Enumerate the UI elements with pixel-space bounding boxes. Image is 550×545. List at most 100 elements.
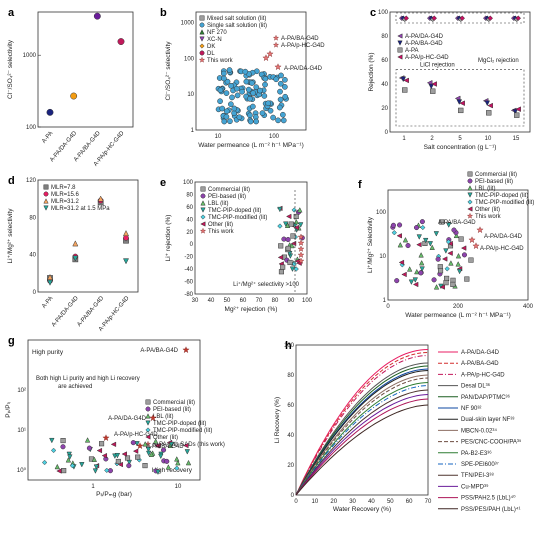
- legend-marker: [199, 36, 205, 42]
- y-tick-label: 0: [33, 290, 37, 296]
- legend-marker: [272, 34, 280, 41]
- data-point: [184, 449, 190, 455]
- legend-entry: A-PA/DA-G4D: [461, 350, 500, 356]
- legend-marker: [467, 206, 473, 212]
- x-tick-label: 100: [269, 134, 280, 140]
- legend-marker: [467, 185, 473, 191]
- x-tick-label: 400: [523, 304, 534, 310]
- y-axis-label: Li⁺ rejection (%): [165, 215, 172, 262]
- x-tick-label: 0: [294, 499, 298, 505]
- data-point: [427, 241, 434, 247]
- series-line: [295, 352, 429, 496]
- series-line: [295, 398, 429, 496]
- data-point: [92, 468, 99, 474]
- legend-entry: SPE-PEI600³⁷: [461, 461, 499, 468]
- x-tick-label: 40: [368, 499, 375, 505]
- data-point: [447, 250, 453, 256]
- x-axis-label: Salt concentration (g L⁻¹): [424, 144, 497, 151]
- legend-entry: TMC-PIP-doped (lit): [153, 421, 206, 427]
- series-line: [295, 370, 429, 496]
- legend-entry: XC-N: [207, 37, 222, 43]
- legend-entry: Dual-skin layer NF³³: [461, 417, 514, 423]
- data-point: [277, 96, 284, 103]
- x-tick-label: 5: [458, 136, 462, 142]
- data-point: [515, 15, 522, 21]
- legend-marker: [199, 43, 205, 49]
- data-point: [280, 264, 286, 270]
- data-point: [223, 108, 230, 115]
- legend-entry: MLR=7.8: [51, 185, 76, 191]
- data-point: [142, 441, 148, 447]
- legend-entry: A-PA with SADs (this work): [153, 442, 225, 448]
- data-point: [104, 467, 110, 474]
- legend-marker: [200, 221, 206, 227]
- data-point: [431, 277, 437, 283]
- data-point: [79, 462, 85, 468]
- data-point: [285, 236, 291, 243]
- series-line: [295, 349, 429, 496]
- data-point: [50, 447, 57, 454]
- plot-frame: [27, 339, 201, 481]
- data-point: [428, 83, 435, 90]
- legend-marker: [43, 184, 49, 190]
- data-point: [512, 108, 519, 115]
- data-point: [228, 101, 234, 108]
- series-line: [295, 394, 429, 496]
- legend-marker: [145, 420, 151, 426]
- data-point: [390, 222, 396, 228]
- data-point: [145, 446, 152, 453]
- plot-frame: [195, 11, 307, 131]
- legend-entry: A-PA/p-HC-G4D: [461, 372, 505, 378]
- panel-label-c: c: [370, 7, 376, 19]
- data-point: [61, 468, 67, 474]
- data-point: [265, 100, 272, 107]
- y-tick-label: 100: [376, 210, 387, 216]
- data-point: [460, 245, 467, 251]
- legend-entry: Commercial (lit): [208, 187, 250, 193]
- data-point: [124, 455, 131, 461]
- data-point: [446, 222, 452, 228]
- x-tick-label: 1: [402, 136, 406, 142]
- annotation: A-PA/p-HC-G4D: [114, 432, 158, 438]
- x-tick-label: 30: [349, 499, 356, 505]
- data-point: [165, 464, 172, 470]
- legend-entry: PSS/PES/PAH (LbL)⁴¹: [461, 506, 521, 513]
- y-tick-label: 20: [186, 230, 193, 236]
- data-point: [126, 463, 132, 469]
- data-point: [396, 233, 402, 239]
- y-tick-label: 1: [383, 298, 387, 304]
- series-line: [295, 385, 429, 496]
- annotation: A-PA/BA-G4D: [438, 220, 476, 226]
- data-point: [413, 225, 420, 231]
- x-tick-label: 10: [485, 136, 492, 142]
- data-point: [233, 85, 240, 92]
- legend-marker: [199, 29, 205, 35]
- y-tick-label: 20: [287, 463, 294, 469]
- plot-frame: [389, 11, 531, 133]
- legend-marker: [272, 41, 280, 48]
- data-point: [443, 280, 449, 286]
- series-line: [295, 355, 429, 496]
- data-point: [439, 284, 445, 290]
- data-point: [262, 81, 268, 88]
- panel-label-e: e: [160, 177, 166, 189]
- y-axis-label: Li⁺/Mg²⁺ selectivity: [7, 208, 14, 264]
- legend-entry: A-PA/BA-G4D: [405, 41, 443, 47]
- data-point: [267, 107, 274, 114]
- data-point: [276, 104, 283, 111]
- data-point: [121, 451, 127, 457]
- y-tick-label: 1000: [181, 21, 195, 27]
- x-tick-label: A-PA: [41, 295, 54, 309]
- data-point: [275, 117, 281, 124]
- data-point: [217, 87, 224, 94]
- data-point: [420, 224, 426, 231]
- data-point: [249, 80, 255, 86]
- y-tick-label: 10²: [17, 388, 26, 394]
- legend-marker: [43, 198, 49, 204]
- data-point: [439, 219, 445, 225]
- legend-entry: A-PA/BA-G4D: [461, 361, 499, 367]
- data-point: [273, 76, 279, 83]
- data-point: [277, 254, 284, 261]
- data-point: [224, 78, 231, 85]
- series-line: [295, 382, 429, 496]
